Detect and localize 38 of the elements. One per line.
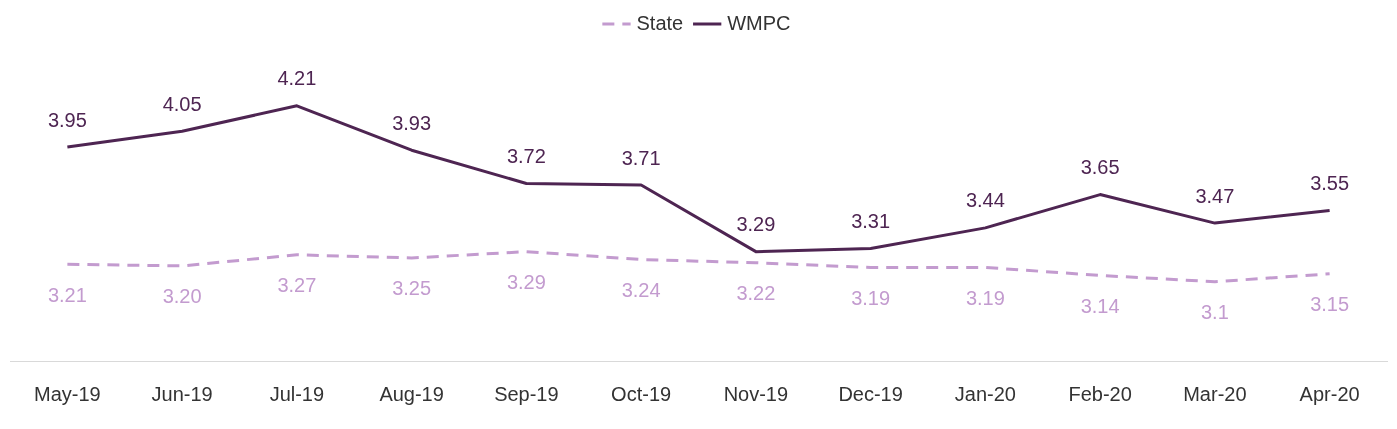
x-tick-label: Mar-20 bbox=[1183, 382, 1247, 405]
data-label: 3.25 bbox=[392, 277, 432, 300]
data-label: 3.19 bbox=[851, 287, 891, 309]
x-tick-label: Apr-20 bbox=[1299, 382, 1360, 405]
data-label: 4.21 bbox=[277, 67, 317, 90]
x-tick-label: Feb-20 bbox=[1068, 382, 1132, 405]
data-label: 3.71 bbox=[621, 146, 661, 169]
x-tick-label: Jan-20 bbox=[954, 382, 1016, 405]
data-label: 3.14 bbox=[1080, 294, 1120, 317]
data-label: 3.72 bbox=[506, 145, 546, 167]
x-tick-label: Dec-19 bbox=[838, 382, 903, 405]
data-label: 3.29 bbox=[736, 213, 776, 236]
x-tick-label: Aug-19 bbox=[379, 382, 444, 405]
data-label: 3.44 bbox=[965, 189, 1005, 212]
x-tick-label: Oct-19 bbox=[611, 382, 672, 405]
data-label: 3.31 bbox=[851, 209, 891, 232]
data-label: 3.47 bbox=[1195, 184, 1235, 207]
data-label: 3.20 bbox=[162, 285, 202, 308]
data-label: 3.27 bbox=[277, 274, 317, 297]
data-label: 3.65 bbox=[1080, 156, 1120, 179]
data-label: 3.24 bbox=[621, 279, 661, 302]
data-label: 3.15 bbox=[1310, 293, 1350, 316]
data-label: 3.21 bbox=[47, 283, 87, 306]
data-label: 3.22 bbox=[736, 282, 776, 305]
x-tick-label: Jun-19 bbox=[151, 382, 213, 405]
data-label: 3.95 bbox=[47, 108, 87, 131]
data-label: 3.19 bbox=[965, 287, 1005, 309]
data-label: 4.05 bbox=[162, 92, 202, 115]
data-label: 3.29 bbox=[506, 271, 546, 294]
x-tick-label: May-19 bbox=[34, 382, 101, 405]
data-label: 3.1 bbox=[1200, 301, 1229, 324]
legend-label: State bbox=[636, 11, 684, 34]
x-tick-label: Jul-19 bbox=[269, 382, 325, 405]
x-tick-label: Nov-19 bbox=[723, 382, 789, 405]
data-label: 3.55 bbox=[1310, 171, 1350, 194]
legend-label: WMPC bbox=[727, 11, 791, 34]
x-tick-label: Sep-19 bbox=[494, 382, 559, 405]
data-label: 3.93 bbox=[392, 111, 432, 134]
